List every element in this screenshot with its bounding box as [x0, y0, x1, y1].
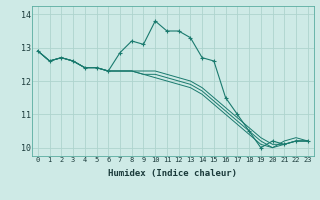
- X-axis label: Humidex (Indice chaleur): Humidex (Indice chaleur): [108, 169, 237, 178]
